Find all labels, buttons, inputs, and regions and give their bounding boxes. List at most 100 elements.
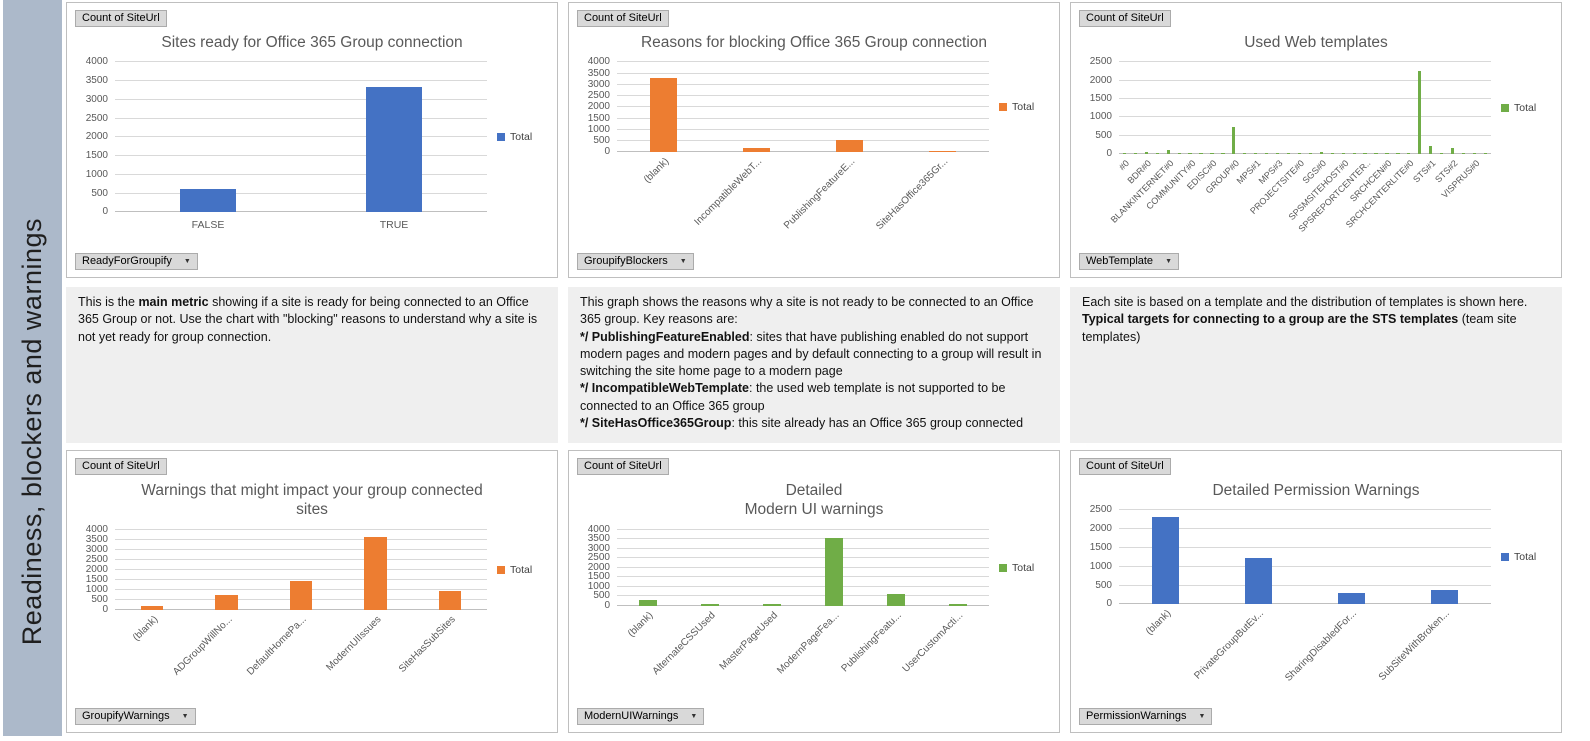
gridline [115, 117, 487, 119]
y-axis: 0 500 1000 1500 2000 2500 3000 3500 4000 [75, 524, 115, 614]
legend-label: Total [510, 131, 533, 144]
bar-GROUP#0 [1232, 126, 1236, 155]
x-category-label: FALSE [191, 219, 225, 232]
bars-series-total [1119, 510, 1491, 605]
bar-unlabeled [1461, 153, 1466, 155]
y-tick-label: 4000 [85, 523, 108, 535]
filter-field-button[interactable]: GroupifyBlockers ▼ [577, 253, 694, 270]
bar-column [1261, 62, 1272, 155]
x-axis-labels: (blank) PrivateGroupButEv... SharingDisabl… [1119, 604, 1491, 702]
bar-column [679, 530, 741, 606]
dropdown-arrow-icon: ▼ [1198, 712, 1206, 720]
bar-column [1469, 62, 1480, 155]
chart-panel-modern-ui-warnings: Count of SiteUrl Detailed Modern UI warni… [568, 450, 1060, 733]
legend: Total [989, 562, 1051, 574]
y-tick-label: 0 [102, 603, 108, 615]
bar-column [927, 530, 989, 606]
gridline [617, 61, 989, 63]
chart-title-line: Detailed [785, 482, 843, 499]
bar-column [1163, 62, 1174, 155]
filter-field-button[interactable]: ReadyForGroupify ▼ [75, 253, 198, 270]
plot-area [1119, 509, 1491, 605]
y-tick-label: 2000 [587, 101, 610, 113]
legend-label: Total [1514, 551, 1537, 564]
y-tick-label: 2500 [587, 90, 610, 102]
note-text-line: This graph shows the reasons why a site … [580, 295, 1034, 327]
y-tick-label: 2000 [1089, 523, 1112, 535]
bar-COMMUNITY#0 [1188, 153, 1192, 155]
x-category-cell: SiteHasSubSites [397, 610, 487, 698]
gridline [115, 136, 487, 138]
y-tick-label: 0 [604, 599, 610, 611]
gridline [1119, 97, 1491, 99]
y-tick-label: 3000 [587, 542, 610, 554]
gridline [617, 595, 989, 597]
filter-field-button[interactable]: PermissionWarnings ▼ [1079, 708, 1213, 725]
gridline [1119, 565, 1491, 567]
x-axis-labels: FALSE TRUE [115, 212, 487, 238]
bar-column [1119, 510, 1212, 605]
bar-column [1360, 62, 1371, 155]
bar-column [1217, 62, 1228, 155]
y-tick-label: 2000 [85, 131, 108, 143]
gridline [617, 72, 989, 74]
bar-SRCHCEN#0 [1385, 153, 1389, 155]
gridline [115, 98, 487, 100]
y-tick-label: 4000 [587, 56, 610, 68]
y-tick-label: 2500 [85, 553, 108, 565]
bar-column [1458, 62, 1469, 155]
plot-area [617, 528, 989, 606]
bar-column [264, 530, 338, 610]
pivot-value-button[interactable]: Count of SiteUrl [1079, 458, 1171, 475]
bar-column [1414, 62, 1425, 155]
y-tick-label: 1500 [587, 112, 610, 124]
gridline [1119, 61, 1491, 63]
chart-panel-permission-warnings: Count of SiteUrl Detailed Permission War… [1070, 450, 1562, 733]
note-panel-blockers: This graph shows the reasons why a site … [568, 287, 1060, 443]
bar-column [1250, 62, 1261, 155]
bar-MPS#3 [1275, 153, 1280, 155]
gridline [617, 106, 989, 108]
x-axis-labels: (blank) AlternateCSSUsed MasterPageUsed Mod… [617, 606, 989, 698]
y-tick-label: 1000 [1089, 560, 1112, 572]
bar-MPS#1 [1254, 153, 1258, 155]
x-category-cell: UserCustomActi... [901, 606, 989, 698]
bar-column [1130, 62, 1141, 155]
bar-SiteHasOffice365Gr... [928, 151, 957, 153]
y-tick-label: 1000 [587, 580, 610, 592]
pivot-value-button[interactable]: Count of SiteUrl [75, 458, 167, 475]
bar-column [1239, 62, 1250, 155]
bar-column [1338, 62, 1349, 155]
pivot-value-button[interactable]: Count of SiteUrl [75, 10, 167, 27]
bar-unlabeled [1133, 153, 1138, 155]
bar-column [1327, 62, 1338, 155]
filter-field-button[interactable]: ModernUIWarnings ▼ [577, 708, 705, 725]
x-category-cell: GROUP#0 [1203, 154, 1240, 251]
chart-title-line: Reasons for blocking Office 365 Group co… [640, 34, 988, 51]
chart-body: 0 500 1000 1500 2000 2500 3000 3500 4000 Total [577, 524, 1051, 610]
pivot-value-button[interactable]: Count of SiteUrl [1079, 10, 1171, 27]
bar-BDR#0 [1144, 151, 1148, 155]
bar-TRUE [366, 87, 422, 213]
bar-(blank) [649, 77, 678, 153]
bar-IncompatibleWebT... [742, 148, 771, 153]
x-category-cell [1480, 154, 1491, 251]
y-axis: 0 500 1000 1500 2000 2500 3000 3500 4000 [577, 57, 617, 157]
bar-unlabeled [1221, 153, 1225, 155]
filter-field-button[interactable]: GroupifyWarnings ▼ [75, 708, 196, 725]
filter-field-button[interactable]: WebTemplate ▼ [1079, 253, 1179, 271]
chart-title-line: Sites ready for Office 365 Group connect… [161, 34, 463, 51]
bar-unlabeled [1352, 153, 1356, 155]
bar-column [1207, 62, 1218, 155]
x-category-cell: PrivateGroupButEv... [1193, 604, 1305, 702]
x-category-cell: (blank) [617, 152, 710, 244]
y-tick-label: 500 [1095, 579, 1112, 591]
y-tick-label: 2500 [1089, 504, 1112, 516]
legend-swatch-icon [497, 133, 505, 142]
x-category-cell: SharingDisabledFor... [1283, 604, 1398, 702]
pivot-value-button[interactable]: Count of SiteUrl [577, 10, 669, 27]
bars-series-total [1119, 62, 1491, 155]
pivot-value-button[interactable]: Count of SiteUrl [577, 458, 669, 475]
bar-column [1152, 62, 1163, 155]
row-header-band: Readiness, blockers and warnings [3, 0, 62, 736]
